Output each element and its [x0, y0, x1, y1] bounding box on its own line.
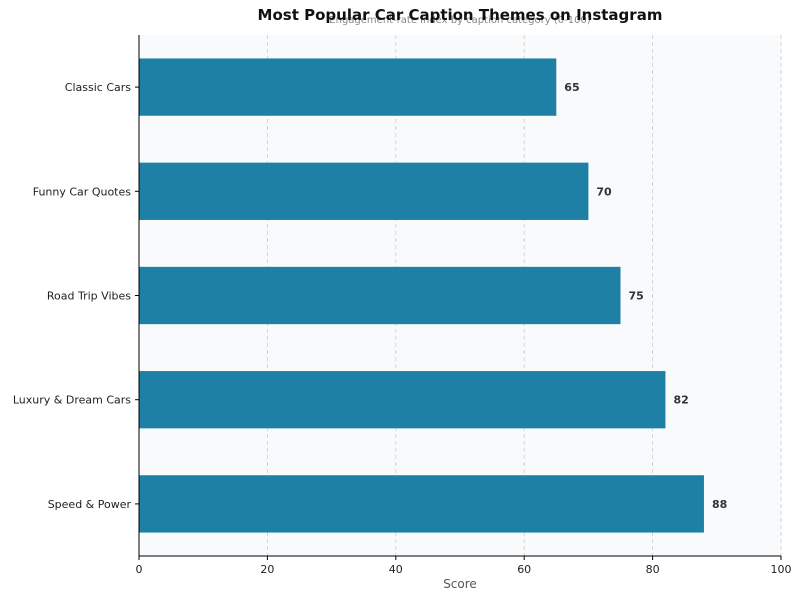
- bar-1: [139, 162, 589, 220]
- x-tick-label-4: 80: [646, 563, 660, 576]
- y-tick-label-0: Classic Cars: [65, 81, 131, 94]
- x-tick-label-0: 0: [136, 563, 143, 576]
- y-tick-label-4: Speed & Power: [48, 498, 132, 511]
- x-axis-label: Score: [443, 577, 477, 591]
- bar-2: [139, 266, 621, 325]
- axes: Classic Cars Funny Car Quotes Road Trip Vi…: [13, 35, 792, 576]
- data-label-3: 82: [673, 394, 688, 407]
- y-tick-label-1: Funny Car Quotes: [33, 185, 132, 198]
- data-label-2: 75: [629, 290, 644, 303]
- bars: 65 70 75 82 88: [139, 58, 727, 533]
- bar-4: [139, 475, 704, 533]
- x-tick-label-5: 100: [771, 563, 792, 576]
- bar-3: [139, 371, 666, 429]
- data-label-1: 70: [596, 185, 612, 198]
- data-label-0: 65: [564, 81, 579, 94]
- x-tick-label-2: 40: [389, 563, 403, 576]
- chart-title: Most Popular Car Caption Themes on Insta…: [258, 6, 663, 24]
- bar-0: [139, 58, 557, 116]
- x-tick-label-3: 60: [517, 563, 531, 576]
- chart-subtitle: Engagement-rate index by caption categor…: [329, 15, 591, 26]
- y-tick-label-2: Road Trip Vibes: [47, 290, 131, 303]
- data-label-4: 88: [712, 498, 727, 511]
- x-tick-label-1: 20: [260, 563, 274, 576]
- y-tick-label-3: Luxury & Dream Cars: [13, 394, 131, 407]
